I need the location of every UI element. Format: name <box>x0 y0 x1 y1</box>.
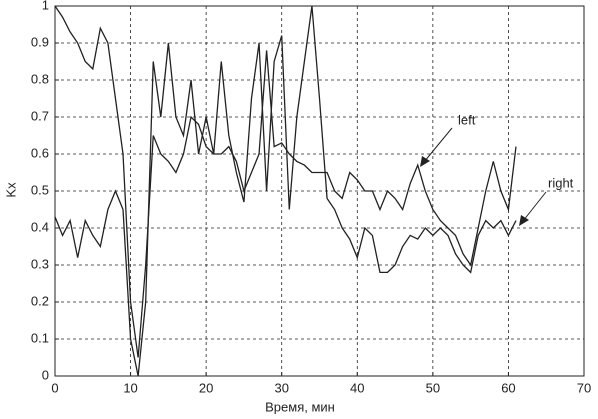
x-tick-label: 40 <box>350 380 364 395</box>
annotation-left: left <box>458 112 476 127</box>
x-tick-label: 20 <box>199 380 213 395</box>
x-tick-label: 10 <box>123 380 137 395</box>
y-tick-label: 0.5 <box>31 182 49 197</box>
y-tick-label: 0 <box>42 367 49 382</box>
x-tick-label: 30 <box>274 380 288 395</box>
arrow-head <box>519 215 529 226</box>
y-tick-label: 0.7 <box>31 108 49 123</box>
x-axis-label: Время, мин <box>265 399 335 414</box>
y-tick-label: 0.6 <box>31 145 49 160</box>
y-tick-label: 0.1 <box>31 330 49 345</box>
x-tick-label: 70 <box>577 380 591 395</box>
annotations: left right <box>420 112 574 226</box>
y-tick-label: 0.3 <box>31 256 49 271</box>
y-axis-label: Kx <box>3 182 18 198</box>
y-tick-label: 0.9 <box>31 34 49 49</box>
y-tick-label: 0.2 <box>31 293 49 308</box>
y-tick-label: 1 <box>42 0 49 12</box>
x-tick-label: 0 <box>51 380 58 395</box>
arrow-head <box>420 156 430 167</box>
series-line <box>54 5 517 358</box>
y-tick-label: 0.4 <box>31 219 49 234</box>
x-tick-label: 60 <box>501 380 515 395</box>
arrow-line <box>522 191 547 222</box>
annotation-right: right <box>548 175 574 190</box>
y-tick-label: 0.8 <box>31 71 49 86</box>
series-line <box>54 5 517 377</box>
arrow-line <box>423 127 453 163</box>
x-tick-label: 50 <box>426 380 440 395</box>
